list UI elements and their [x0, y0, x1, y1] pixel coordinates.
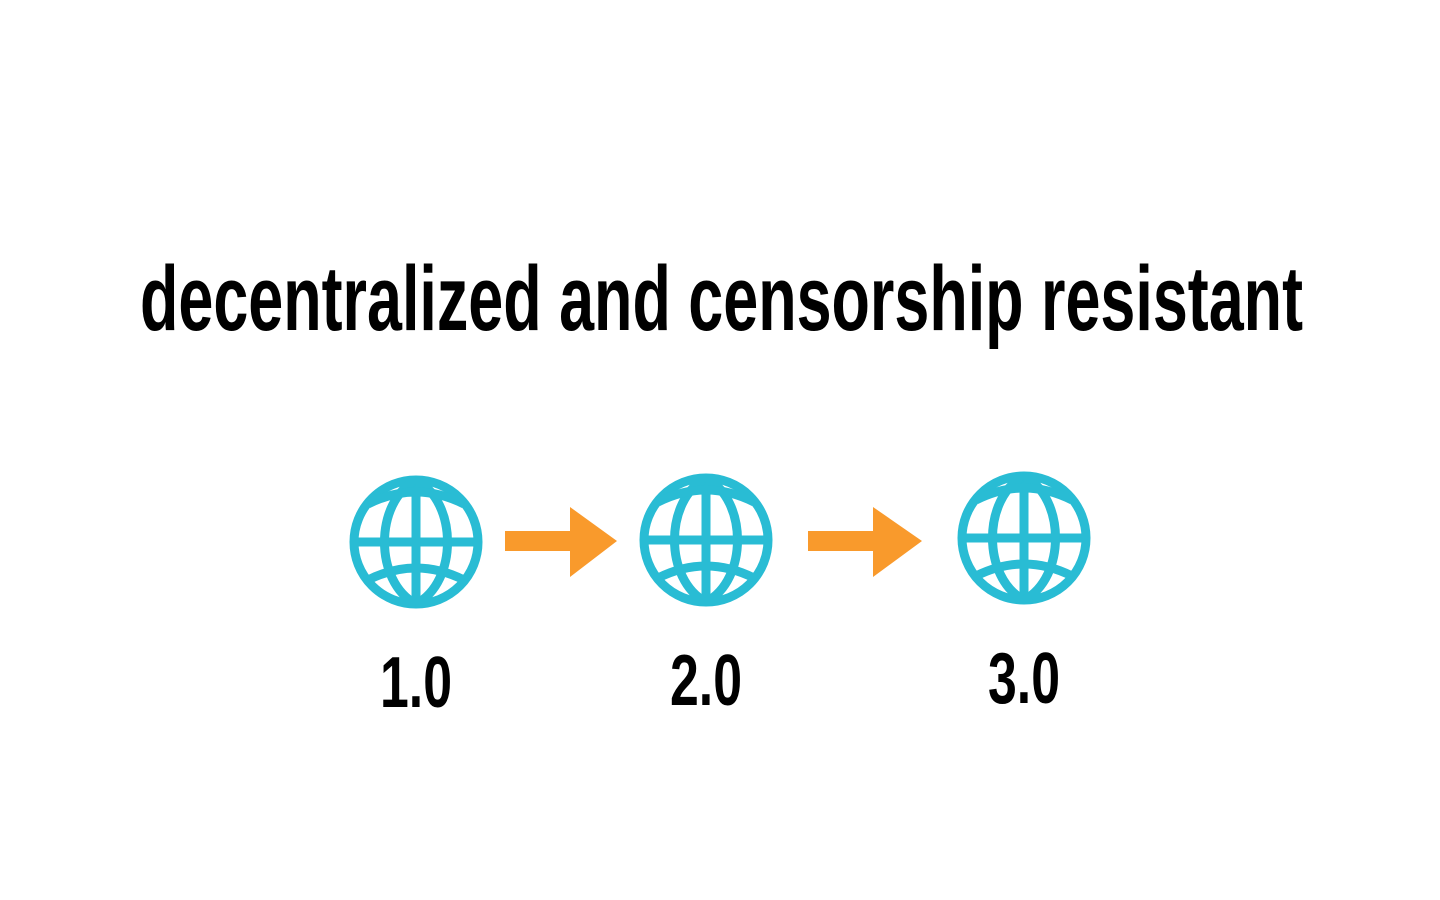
- globe-icon: [354, 480, 478, 604]
- arrow: [808, 507, 922, 577]
- title: decentralized and censorship resistant: [140, 248, 1303, 350]
- globe-icon: [962, 476, 1086, 600]
- globe-icon: [644, 478, 768, 602]
- version-label: 1.0: [380, 643, 452, 723]
- version-label: 2.0: [670, 641, 742, 721]
- arrow: [505, 507, 617, 577]
- version-label: 3.0: [988, 639, 1060, 719]
